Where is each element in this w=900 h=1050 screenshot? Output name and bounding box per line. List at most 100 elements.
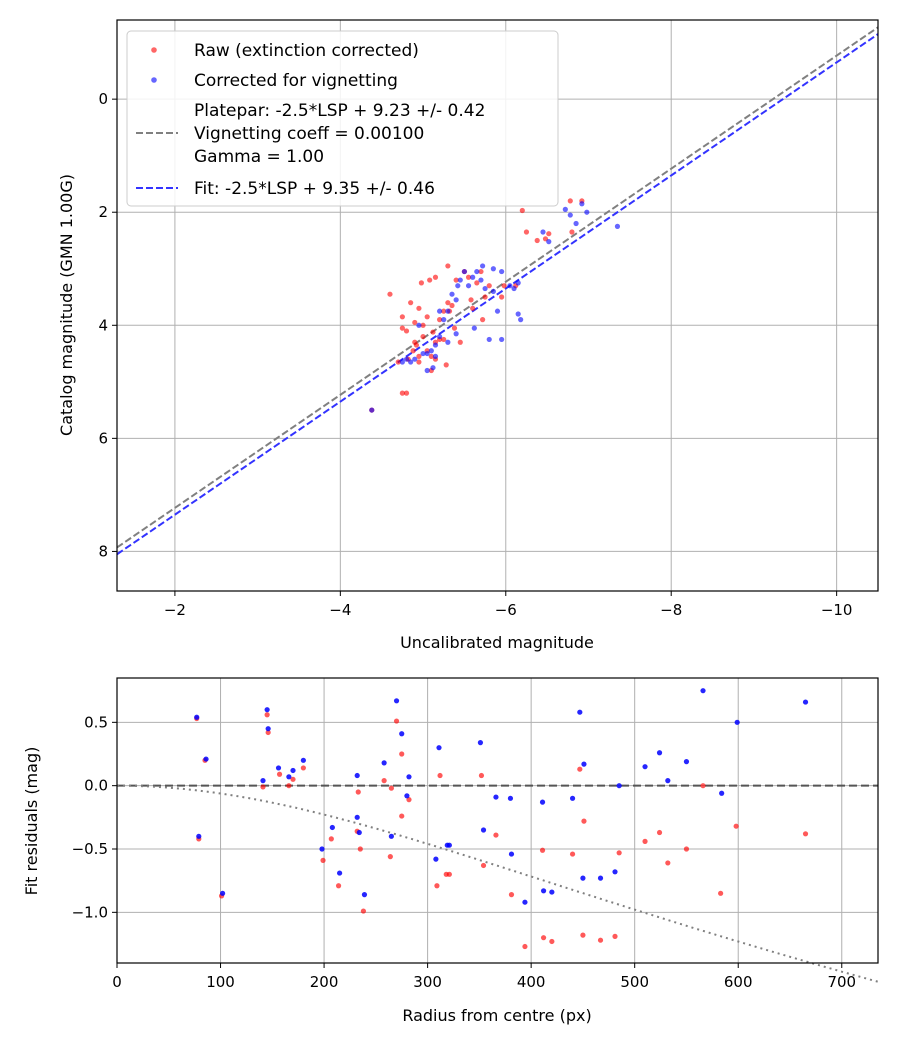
top-point-raw [569,229,575,235]
bottom-y-tick-label: 0.0 [84,777,108,795]
top-point-raw [399,314,405,320]
bottom-plot: 0 100 200 300 400 500 600 700 0.5 0.0 −0.5 −1.0 Ra… [22,677,879,1025]
bottom-point-corrected [642,764,648,770]
top-point-corrected [573,220,579,227]
top-point-corrected [430,365,436,371]
top-point-raw [470,305,476,311]
bottom-y-ticks: 0.5 0.0 −0.5 −1.0 [72,713,117,921]
bottom-point-raw [393,718,400,724]
top-point-raw [480,317,486,323]
top-point-raw [436,317,443,323]
bottom-point-corrected [275,765,282,771]
bottom-point-corrected [404,793,410,799]
bottom-point-raw [522,943,528,950]
top-axes-frame [116,19,879,592]
top-point-raw [428,353,434,359]
top-point-raw [399,325,405,331]
bottom-x-tick-label: 600 [724,973,753,991]
bottom-point-raw [580,932,586,938]
bottom-point-raw [290,776,296,782]
top-point-corrected [445,308,451,314]
bottom-point-raw [616,850,622,856]
top-point-corrected [471,325,477,331]
bottom-point-corrected [577,709,583,715]
bottom-point-raw [581,818,587,824]
top-point-corrected [546,239,552,245]
top-point-raw [443,362,449,368]
bottom-point-corrected [480,827,487,833]
bottom-point-raw [387,854,393,860]
bottom-point-raw [300,765,306,771]
top-point-corrected [441,317,447,323]
bottom-point-corrected [612,869,618,875]
top-point-corrected [432,353,439,359]
bottom-point-corrected [507,795,514,801]
legend-label-platepar-1: Platepar: -2.5*LSP + 9.23 +/- 0.42 [194,101,485,121]
bottom-point-corrected [196,833,202,839]
bottom-point-raw [355,789,361,795]
top-point-corrected [478,277,484,283]
bottom-point-raw [265,729,271,736]
top-point-raw [482,294,488,300]
bottom-x-ticks: 0 100 200 300 400 500 600 700 [112,963,856,991]
top-point-corrected [562,206,568,212]
bottom-point-corrected [597,875,604,881]
top-point-raw [427,277,433,283]
top-point-raw [403,390,410,396]
legend: Raw (extinction corrected) Corrected for… [126,30,559,207]
bottom-point-raw [700,783,706,789]
top-point-corrected [584,209,590,215]
bottom-point-raw [388,785,394,791]
bottom-x-tick-label: 200 [310,973,339,991]
bottom-point-corrected [203,756,209,762]
bottom-point-corrected [508,851,515,857]
bottom-point-corrected [406,774,412,780]
bottom-point-corrected [356,829,362,836]
top-point-corrected [428,348,434,354]
top-x-tick-label: −10 [821,601,853,619]
top-point-raw [523,229,530,235]
top-point-corrected [416,322,422,328]
legend-box [126,30,559,207]
bottom-point-raw [683,846,690,852]
bottom-point-corrected [354,814,360,820]
bottom-point-corrected [381,760,387,766]
bottom-y-tick-label: 0.5 [84,713,108,731]
top-y-axis-label: Catalog magnitude (GMN 1.00G) [57,174,76,436]
bottom-point-corrected [493,794,499,800]
top-point-raw [416,359,422,365]
bottom-point-raw [569,851,576,857]
top-point-raw [449,302,455,309]
bottom-point-raw [264,712,270,718]
top-point-corrected [455,283,461,289]
top-point-raw [445,300,451,306]
bottom-point-corrected [569,795,576,801]
legend-label-platepar-3: Gamma = 1.00 [194,147,324,167]
top-point-raw [478,268,484,275]
bottom-point-corrected [580,875,586,881]
top-point-corrected [436,308,443,314]
bottom-point-raw [276,771,283,777]
top-point-corrected [453,331,459,337]
bottom-point-raw [539,847,546,853]
top-point-corrected [432,342,439,348]
top-point-raw [441,336,447,343]
top-point-raw [412,319,418,326]
bottom-point-corrected [399,731,405,737]
bottom-point-corrected [802,699,809,705]
bottom-point-raw [381,778,387,784]
top-y-tick-label: 6 [98,429,108,447]
top-point-corrected [420,350,426,357]
top-point-raw [457,339,463,345]
bottom-point-raw [357,846,363,852]
top-point-corrected [436,333,443,340]
top-point-corrected [499,336,505,343]
legend-marker-raw [151,47,157,53]
top-x-tick-label: −8 [660,601,682,619]
top-x-tick-label: −6 [495,601,517,619]
bottom-point-raw [508,892,515,898]
bottom-point-raw [437,772,443,779]
bottom-point-raw [733,823,739,829]
top-point-corrected [403,356,410,362]
bottom-point-corrected [656,750,663,756]
